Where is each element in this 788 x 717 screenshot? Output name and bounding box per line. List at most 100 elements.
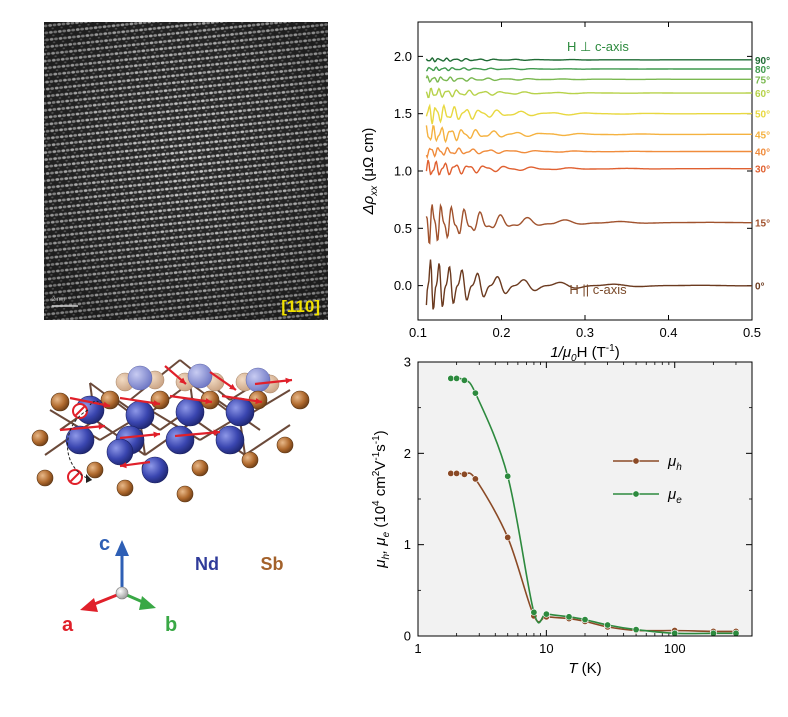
- spin-arrow: [169, 394, 213, 404]
- mobility-data-point: [504, 533, 512, 541]
- mobility-data-point: [460, 376, 468, 384]
- sb-atom: [86, 461, 104, 479]
- rho-xtick-label: 0.2: [492, 325, 510, 340]
- rho-xtick-label: 0.4: [659, 325, 677, 340]
- mobility-series-group: [447, 374, 740, 637]
- rho-series-labels: 0° 15° 30° 40° 45° 50° 60° 75°80°90°: [755, 56, 770, 293]
- nd-atom: [215, 425, 245, 455]
- nd-atom: [106, 438, 134, 466]
- structure-panel: [31, 359, 310, 503]
- axes-triad: c a b: [62, 533, 177, 636]
- mobility-ytick-label: 2: [404, 446, 411, 461]
- rho-series-line: [425, 57, 752, 63]
- mobility-ylabel: μh, μe (104 cm2V-1s-1): [371, 430, 392, 568]
- nd-atom: [225, 397, 255, 427]
- spin-arrowhead: [205, 398, 212, 405]
- a-axis-arrowhead: [80, 598, 98, 612]
- spin-arrowhead: [285, 377, 292, 384]
- rho-series-label: 30°: [755, 165, 770, 176]
- rho-series-label: 60°: [755, 89, 770, 100]
- rho-ytick-label: 2.0: [394, 49, 412, 64]
- nd-label: Nd: [195, 554, 219, 574]
- spin-arrowhead: [213, 429, 220, 436]
- mobility-xtick-label: 10: [539, 641, 553, 656]
- rho-series-line: [425, 146, 752, 160]
- rho-xtick-label: 0.1: [409, 325, 427, 340]
- sb-atom: [276, 436, 294, 454]
- rho-series-line: [425, 87, 752, 99]
- rho-series-group: [425, 57, 752, 310]
- mobility-data-point: [447, 374, 455, 382]
- mobility-data-point: [460, 470, 468, 478]
- nd-atom: [65, 425, 95, 455]
- nd-atom: [125, 400, 155, 430]
- mobility-data-point: [471, 389, 479, 397]
- spin-arrowhead: [229, 383, 236, 390]
- rho-series-label: 75°: [755, 75, 770, 86]
- sb-atom: [290, 390, 310, 410]
- rho-ylabel: Δρxx (μΩ cm): [360, 128, 380, 216]
- rho-plot-frame: [417, 21, 753, 321]
- spin-arrowhead: [179, 377, 186, 384]
- sb-atom: [31, 429, 49, 447]
- mobility-ytick-label: 1: [404, 537, 411, 552]
- spin-arrow: [174, 430, 221, 438]
- rho-series-label: 15°: [755, 219, 770, 230]
- nd-atom-back: [187, 363, 213, 389]
- sb-label: Sb: [260, 554, 283, 574]
- mobility-xtick-label: 100: [664, 641, 686, 656]
- spin-arrowhead: [103, 401, 110, 408]
- prohibited-slash: [69, 471, 81, 483]
- rho-xtick-label: 0.5: [743, 325, 761, 340]
- rho-ytick-label: 0.0: [394, 278, 412, 293]
- nd-atom-back: [127, 365, 153, 391]
- axis-origin: [115, 586, 129, 600]
- rho-xtick-label: 0.3: [576, 325, 594, 340]
- rho-series-line: [425, 66, 752, 72]
- c-axis-arrowhead: [115, 540, 129, 556]
- dashed-arrowhead: [86, 474, 92, 483]
- annotation-perpendicular: H ⊥ c-axis: [567, 39, 629, 54]
- legend-swatch-marker: [632, 490, 640, 498]
- mobility-data-point: [453, 469, 461, 477]
- mobility-data-point: [453, 374, 461, 382]
- spin-arrow: [119, 396, 161, 406]
- sb-atom: [241, 451, 259, 469]
- mobility-data-point: [632, 626, 640, 634]
- sb-atom: [50, 392, 70, 412]
- spin-arrowhead: [153, 400, 160, 407]
- scale-bar-label: 2 nm: [52, 297, 65, 303]
- prohibited-slash: [74, 405, 86, 417]
- spin-arrowhead: [255, 398, 262, 405]
- rho-ytick-label: 1.0: [394, 164, 412, 179]
- rho-ytick-label: 1.5: [394, 106, 412, 121]
- mobility-ytick-label: 0: [404, 629, 411, 644]
- bond: [244, 424, 291, 456]
- mobility-plot-background: [418, 362, 752, 636]
- legend-label: μe: [667, 486, 682, 506]
- spin-arrow: [221, 394, 263, 404]
- legend-swatch-marker: [632, 457, 640, 465]
- rho-series-line: [425, 124, 752, 144]
- sb-atom: [116, 479, 134, 497]
- rho-series-line: [425, 74, 752, 83]
- rho-series-line: [425, 203, 752, 245]
- mobility-xlabel: T (K): [568, 660, 601, 677]
- mobility-data-point: [581, 616, 589, 624]
- mobility-data-point: [447, 469, 455, 477]
- rho-axes: 0.1 0.2 0.3 0.4 0.5 0.0 0.5 1.0 1.5 2.0: [394, 22, 761, 340]
- rho-chart: 0.1 0.2 0.3 0.4 0.5 0.0 0.5 1.0 1.5 2.0 0° 15° 30° 4…: [360, 21, 770, 364]
- micrograph-panel: 2 nm [110]: [44, 22, 328, 320]
- spin-arrow: [59, 424, 106, 432]
- nd-atom: [165, 425, 195, 455]
- dashed-path-arrow-top: [89, 400, 101, 406]
- mobility-plot-frame: [417, 361, 753, 637]
- nd-atom: [175, 397, 205, 427]
- spin-arrow: [119, 432, 161, 440]
- nd-atom: [141, 456, 169, 484]
- nd-atom-back: [245, 367, 271, 393]
- rho-series-label: 80°: [755, 65, 770, 76]
- mobility-data-point: [530, 608, 538, 616]
